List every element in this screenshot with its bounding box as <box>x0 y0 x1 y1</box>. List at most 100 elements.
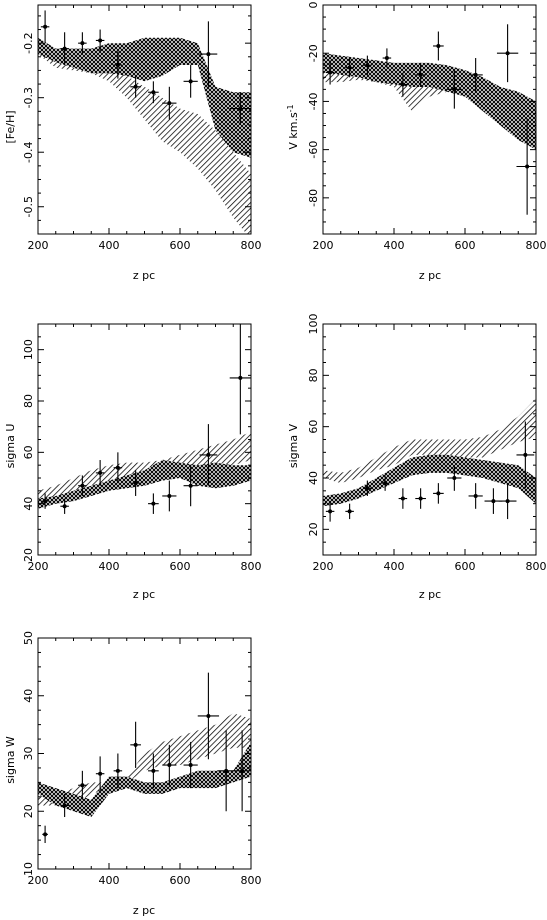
x-tick-label: 600 <box>455 560 476 573</box>
point-marker <box>328 509 333 514</box>
panel-sigma-v-ylabel: sigma V <box>287 423 300 468</box>
panel-sigma-w-ylabel: sigma W <box>4 736 17 784</box>
x-tick-label: 400 <box>99 239 120 252</box>
panel-sigma-w-xlabel: z pc <box>133 904 155 917</box>
point-marker <box>133 481 138 486</box>
y-tick-label: -0.5 <box>22 196 35 217</box>
point-marker <box>347 65 352 70</box>
data-point <box>415 62 426 87</box>
data-point <box>60 32 69 65</box>
point-marker <box>167 101 172 106</box>
point-marker <box>115 465 120 470</box>
data-point <box>516 421 535 489</box>
y-tick-label: 40 <box>307 471 320 485</box>
x-tick-label: 800 <box>241 239 262 252</box>
panel-v-ylabel-main: V km.s <box>287 112 300 150</box>
data-point <box>496 24 519 83</box>
point-marker <box>523 452 528 457</box>
data-point <box>78 475 87 496</box>
y-tick-label: 40 <box>22 689 35 703</box>
data-point <box>217 730 236 812</box>
panel-sigma-v-xlabel: z pc <box>419 588 441 601</box>
point-marker <box>384 56 389 61</box>
point-marker <box>525 164 530 169</box>
data-point <box>130 470 141 496</box>
point-marker <box>167 763 172 768</box>
data-point <box>199 424 218 486</box>
data-point <box>498 483 517 520</box>
plot-area-sigma_w <box>38 672 251 844</box>
x-tick-label: 200 <box>313 239 334 252</box>
point-marker <box>151 768 156 773</box>
x-tick-label: 800 <box>241 874 262 887</box>
data-point <box>162 480 177 512</box>
point-marker <box>206 52 211 57</box>
data-point <box>516 118 536 215</box>
point-marker <box>133 84 138 89</box>
point-marker <box>491 499 496 504</box>
point-marker <box>365 63 370 68</box>
point-marker <box>133 742 138 747</box>
data-point <box>78 32 87 55</box>
y-tick-label: 20 <box>307 522 320 536</box>
y-tick-label: 50 <box>22 631 35 645</box>
point-marker <box>505 499 510 504</box>
point-marker <box>62 803 67 808</box>
y-tick-label: -0.2 <box>22 32 35 53</box>
plot-sigma_v: 200 400 600 800 20 40 60 80 100 <box>307 314 547 574</box>
point-marker <box>365 486 370 491</box>
point-marker <box>400 82 405 87</box>
plot-area-feh <box>38 10 251 234</box>
data-point <box>233 730 251 812</box>
y-tick-label: 40 <box>22 497 35 511</box>
point-marker <box>436 491 441 496</box>
data-point <box>382 48 392 68</box>
point-marker <box>452 476 457 480</box>
data-point <box>60 498 69 514</box>
y-tick-label: 10 <box>22 862 35 876</box>
data-point <box>229 92 251 125</box>
panel-sigma-u-ylabel: sigma U <box>4 424 17 469</box>
point-marker <box>151 501 156 506</box>
point-marker <box>206 452 211 457</box>
y-tick-label: 20 <box>22 548 35 562</box>
data-point <box>199 21 218 87</box>
y-tick-label: -40 <box>307 92 320 110</box>
data-point <box>162 744 177 786</box>
x-tick-label: 400 <box>384 560 405 573</box>
data-point <box>345 58 354 78</box>
y-tick-label: 100 <box>307 314 320 335</box>
panel-v: V km.s-1 z pc <box>286 104 441 282</box>
data-point <box>148 493 159 514</box>
data-point <box>468 483 483 509</box>
data-point <box>229 324 251 435</box>
data-point <box>95 460 105 486</box>
data-point <box>78 770 87 800</box>
point-marker <box>206 713 211 718</box>
data-point <box>183 64 198 98</box>
crosshatched-band-v <box>323 53 536 150</box>
point-marker <box>238 375 243 380</box>
point-marker <box>43 499 48 504</box>
point-marker <box>505 51 510 56</box>
panel-feh-xlabel: z pc <box>133 269 155 282</box>
point-marker <box>98 771 103 776</box>
y-tick-label: 0 <box>307 2 320 9</box>
point-marker <box>115 62 120 67</box>
panel-v-xlabel: z pc <box>419 269 441 282</box>
plot-sigma_u: 200 400 600 800 20 40 60 80 100 <box>22 323 262 573</box>
data-point <box>40 10 50 44</box>
data-point <box>398 72 408 97</box>
y-tick-label: 60 <box>22 445 35 459</box>
point-marker <box>43 24 48 29</box>
data-point <box>42 825 48 844</box>
panel-sigma-w: sigma W z pc <box>4 736 155 917</box>
x-tick-label: 800 <box>526 560 547 573</box>
crosshatched-band-sigma_u <box>38 460 251 509</box>
data-point <box>197 672 220 760</box>
point-marker <box>436 43 441 48</box>
data-point <box>363 55 372 75</box>
x-tick-label: 400 <box>384 239 405 252</box>
point-marker <box>62 46 67 51</box>
data-point <box>363 480 372 496</box>
